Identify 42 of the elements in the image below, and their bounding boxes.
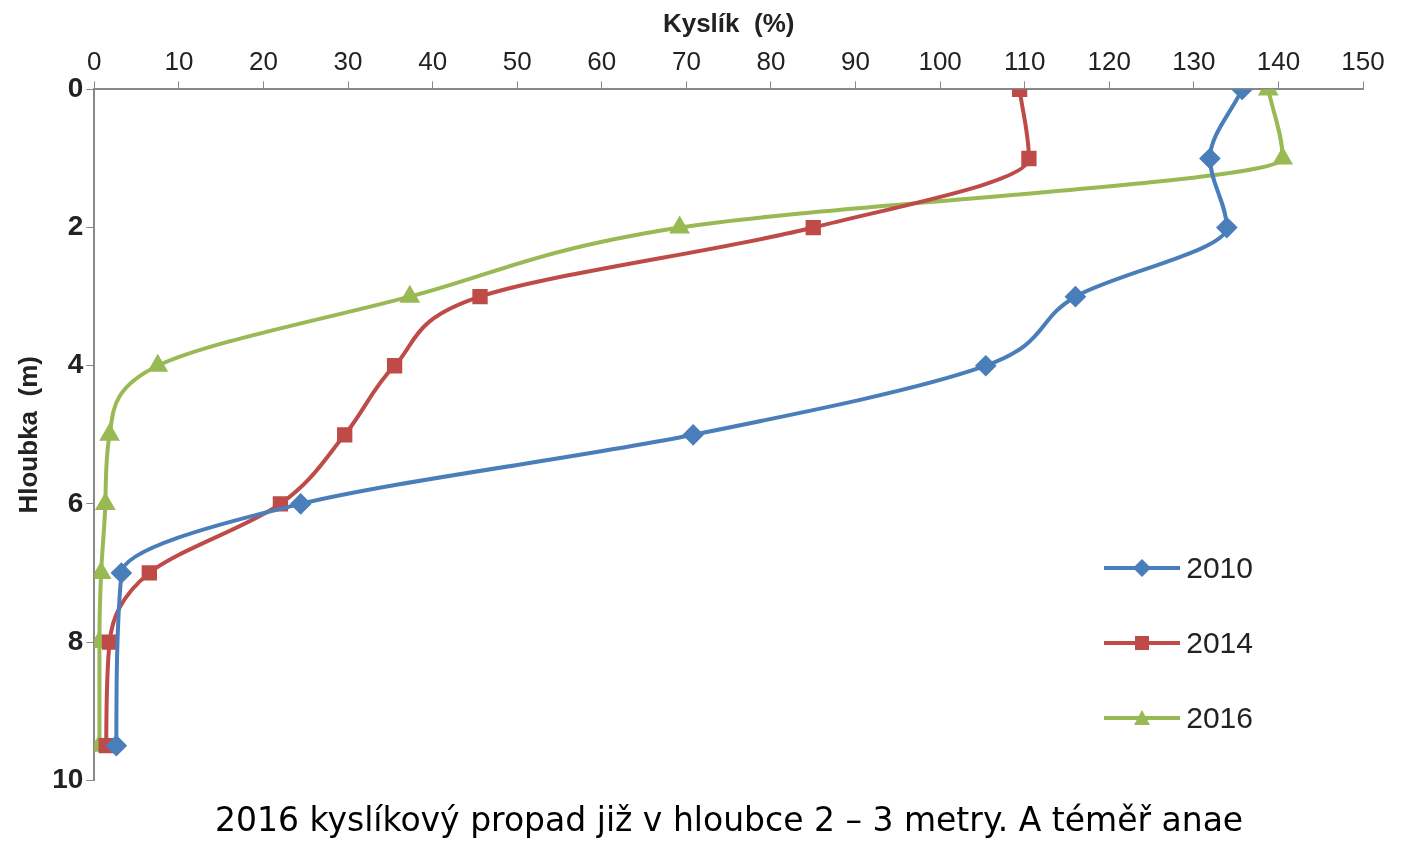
point bbox=[1199, 148, 1220, 169]
point bbox=[1216, 217, 1237, 238]
point bbox=[290, 493, 311, 514]
x-tick-label: 140 bbox=[1256, 45, 1301, 76]
x-tick-label: 70 bbox=[671, 45, 701, 76]
y-tick-label: 10 bbox=[52, 762, 84, 794]
point bbox=[472, 288, 488, 305]
x-tick-label: 10 bbox=[164, 45, 194, 76]
point bbox=[111, 562, 132, 583]
x-tick-label: 150 bbox=[1341, 45, 1385, 76]
x-tick-label: 60 bbox=[587, 45, 617, 76]
text: 2016 kyslíkový propad již v hloubce 2 – 3 metry. A téměř anae bbox=[215, 800, 1244, 839]
x-tick-label: 20 bbox=[249, 45, 278, 76]
point bbox=[805, 219, 821, 236]
legend-label: 2010 bbox=[1186, 550, 1253, 585]
x-tick-label: 100 bbox=[918, 45, 962, 76]
point bbox=[1021, 150, 1037, 167]
point bbox=[106, 735, 127, 756]
y-tick-label: 4 bbox=[67, 348, 84, 380]
x-tick-label: 90 bbox=[841, 45, 870, 76]
legend-label: 2014 bbox=[1186, 625, 1253, 660]
x-tick-label: 80 bbox=[756, 45, 786, 76]
point bbox=[1065, 286, 1086, 307]
y-tick-label: 8 bbox=[67, 624, 84, 656]
point bbox=[386, 358, 403, 374]
point bbox=[141, 565, 157, 581]
x-tick-label: 120 bbox=[1087, 45, 1131, 76]
x-tick-label: 40 bbox=[418, 45, 448, 76]
y-tick-label: 2 bbox=[67, 210, 84, 242]
x-tick-label: 30 bbox=[333, 45, 363, 76]
point bbox=[101, 634, 118, 650]
y-tick-label: 6 bbox=[67, 486, 84, 518]
x-tick-label: 110 bbox=[1003, 45, 1046, 76]
point bbox=[683, 424, 704, 445]
point bbox=[337, 427, 353, 443]
y-axis-title: Hloubka (m) bbox=[12, 356, 43, 514]
x-tick-label: 50 bbox=[502, 45, 532, 76]
x-axis-title: Kyslík (%) bbox=[662, 7, 795, 38]
point bbox=[975, 355, 996, 376]
y-tick-label: 0 bbox=[67, 72, 84, 104]
legend-label: 2016 bbox=[1186, 700, 1253, 735]
x-tick-label: 130 bbox=[1172, 45, 1216, 76]
